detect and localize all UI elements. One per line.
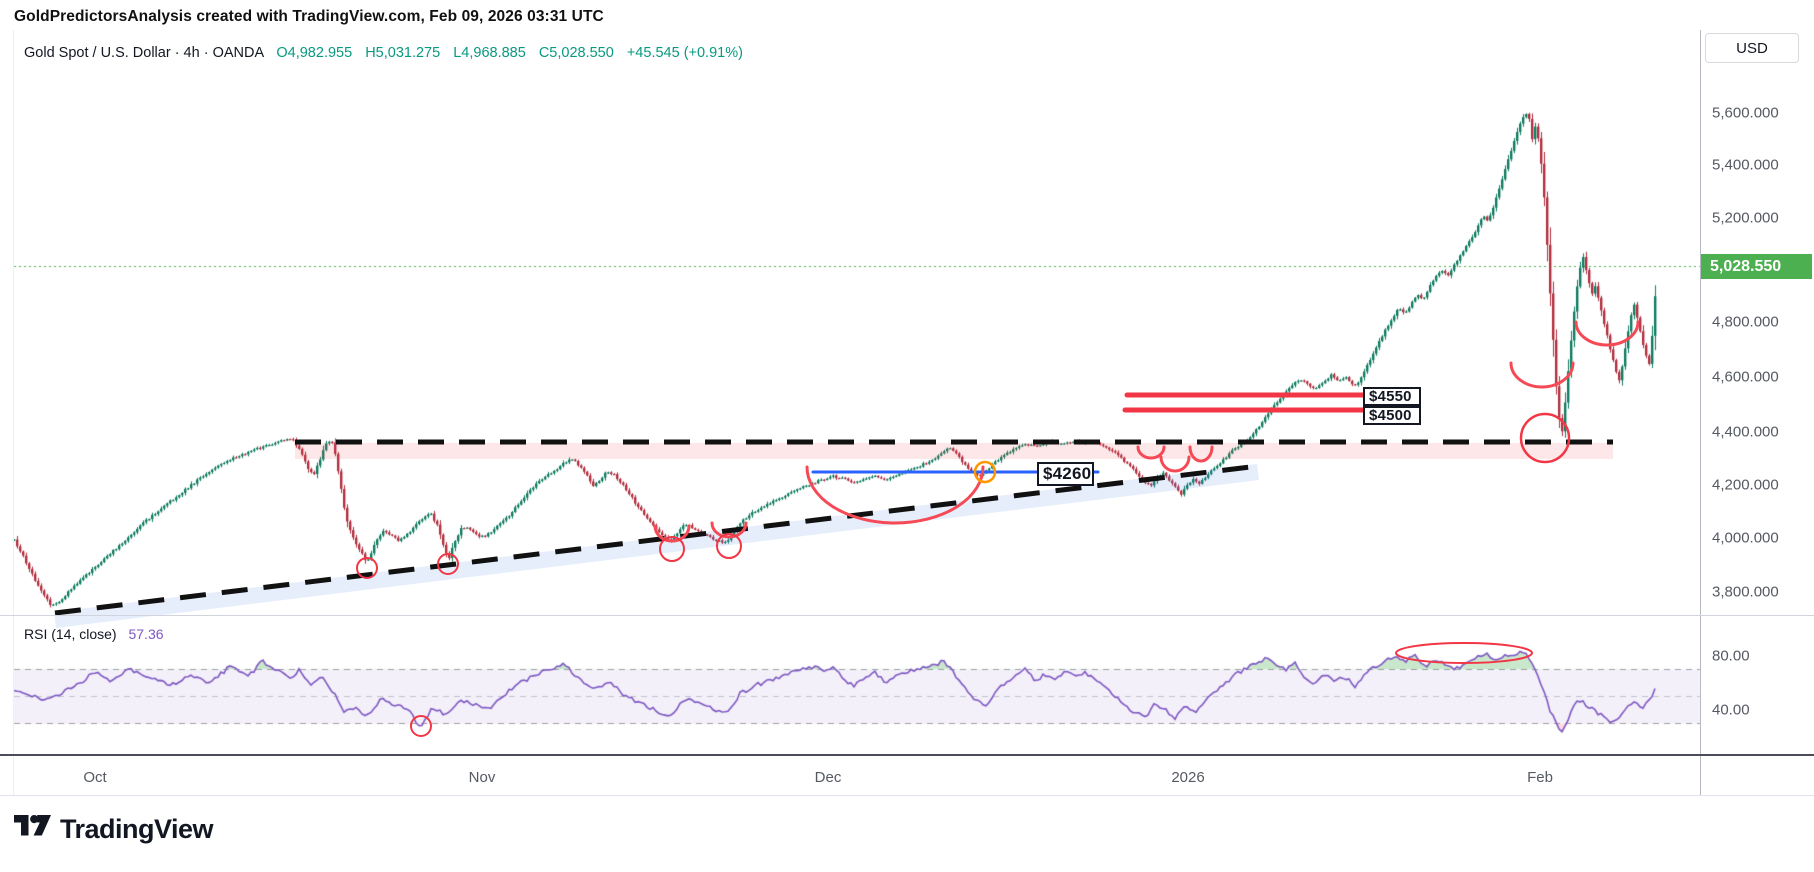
price-tick-label: 5,600.000 xyxy=(1712,104,1779,122)
symbol-legend[interactable]: Gold Spot / U.S. Dollar · 4h · OANDA O4,… xyxy=(24,45,743,61)
rsi-value: 57.36 xyxy=(128,626,164,642)
rsi-tick-label: 80.00 xyxy=(1712,647,1750,665)
time-tick-label: Oct xyxy=(83,769,107,786)
time-tick-label: 2026 xyxy=(1171,769,1205,786)
price-tick-label: 5,400.000 xyxy=(1712,156,1779,174)
price-tick-label: 4,400.000 xyxy=(1712,423,1779,441)
ohlc-high: H5,031.275 xyxy=(365,45,441,61)
left-frame-line xyxy=(13,30,14,795)
pane-separator[interactable] xyxy=(0,615,1814,616)
price-axis-border xyxy=(1700,30,1701,795)
time-axis-border xyxy=(0,754,1814,756)
time-tick-label: Nov xyxy=(468,769,496,786)
price-tick-label: 4,200.000 xyxy=(1712,476,1779,494)
price-level-label[interactable]: $4500 xyxy=(1363,406,1421,425)
rsi-title[interactable]: RSI (14, close) xyxy=(24,626,117,642)
price-axis[interactable] xyxy=(1700,30,1814,754)
price-tick-label: 4,000.000 xyxy=(1712,529,1779,547)
current-price-badge: 5,028.550 xyxy=(1701,254,1812,279)
tradingview-logo[interactable]: TradingView xyxy=(14,814,214,845)
symbol-title[interactable]: Gold Spot / U.S. Dollar · 4h · OANDA xyxy=(24,45,264,61)
currency-label: USD xyxy=(1705,33,1799,63)
ohlc-open: O4,982.955 xyxy=(276,45,353,61)
tradingview-wordmark: TradingView xyxy=(60,814,214,844)
price-tick-label: 4,800.000 xyxy=(1712,313,1779,331)
price-change: +45.545 (+0.91%) xyxy=(626,45,743,61)
time-tick-label: Feb xyxy=(1527,769,1553,786)
price-tick-label: 4,600.000 xyxy=(1712,368,1779,386)
price-tick-label: 3,800.000 xyxy=(1712,583,1779,601)
price-level-label[interactable]: $4550 xyxy=(1363,387,1421,406)
tradingview-logo-icon xyxy=(14,814,51,845)
chart-bottom-border xyxy=(0,795,1814,796)
ohlc-close: C5,028.550 xyxy=(538,45,614,61)
price-tick-label: 5,200.000 xyxy=(1712,209,1779,227)
price-level-label[interactable]: $4260 xyxy=(1037,462,1094,486)
time-tick-label: Dec xyxy=(814,769,842,786)
rsi-legend[interactable]: RSI (14, close) 57.36 xyxy=(24,626,164,642)
rsi-tick-label: 40.00 xyxy=(1712,701,1750,719)
ohlc-low: L4,968.885 xyxy=(453,45,526,61)
